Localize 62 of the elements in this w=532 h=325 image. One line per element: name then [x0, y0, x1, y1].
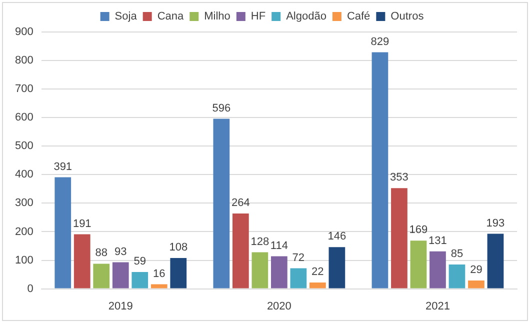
data-label: 391	[54, 160, 72, 173]
bar	[410, 240, 427, 288]
data-label: 353	[390, 172, 408, 184]
bar	[93, 264, 110, 288]
data-label: 93	[114, 246, 127, 258]
y-tick-label: 900	[14, 26, 34, 38]
legend-label: Soja	[114, 10, 138, 23]
y-tick-label: 600	[14, 112, 34, 124]
bar	[74, 234, 90, 288]
y-tick-label: 100	[14, 254, 34, 266]
data-label: 114	[270, 240, 288, 252]
legend-label: Outros	[390, 10, 424, 23]
data-label: 191	[72, 218, 92, 230]
data-label: 16	[153, 268, 166, 280]
data-label: 72	[292, 252, 305, 264]
data-label: 22	[312, 266, 324, 278]
data-label: 88	[95, 247, 108, 260]
y-tick-label: 200	[14, 226, 34, 238]
data-label: 829	[370, 36, 390, 48]
y-tick-label: 0	[27, 282, 34, 295]
bar	[328, 247, 346, 288]
data-label: 128	[250, 236, 270, 248]
data-label: 264	[231, 197, 250, 210]
data-label: 596	[212, 102, 231, 114]
bar	[270, 256, 288, 288]
bar	[132, 272, 148, 288]
bar	[232, 213, 249, 288]
data-label: 59	[134, 255, 146, 268]
bar	[290, 268, 307, 288]
data-label: 85	[450, 248, 464, 260]
x-tick-label: 2019	[108, 300, 133, 312]
legend-label: Cana	[157, 10, 185, 23]
bar	[448, 264, 466, 288]
bar	[430, 251, 446, 288]
x-tick-label: 2021	[425, 300, 450, 312]
bar	[150, 284, 168, 288]
y-tick-label: 700	[14, 83, 34, 96]
legend-label: Café	[346, 10, 370, 23]
bar	[54, 177, 72, 288]
bar	[252, 252, 268, 288]
bar	[310, 282, 326, 288]
data-label: 29	[470, 264, 482, 276]
x-tick-label: 2020	[266, 300, 292, 312]
y-tick-label: 400	[14, 168, 34, 181]
bar	[372, 52, 388, 288]
bar	[391, 188, 408, 288]
data-label: 193	[486, 217, 505, 230]
legend-label: HF	[250, 10, 266, 23]
bar	[487, 234, 504, 288]
data-label: 169	[409, 224, 428, 236]
bar	[112, 262, 129, 288]
data-label: 108	[169, 242, 188, 254]
data-label: 146	[328, 230, 346, 243]
y-tick-label: 300	[14, 197, 34, 210]
legend-label: Algodão	[286, 10, 326, 23]
bar	[170, 258, 187, 288]
bar	[468, 280, 484, 288]
y-tick-label: 800	[14, 54, 34, 67]
y-tick-label: 500	[14, 140, 34, 152]
data-label: 131	[428, 234, 447, 247]
bar	[213, 118, 230, 288]
legend-label: Milho	[204, 10, 230, 23]
